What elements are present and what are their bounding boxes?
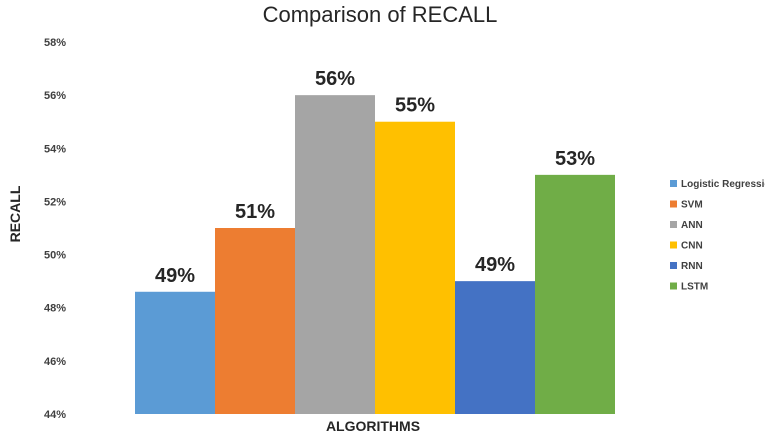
- legend-swatch: [670, 262, 677, 269]
- bar: [295, 95, 375, 415]
- chart-title: Comparison of RECALL: [263, 2, 498, 27]
- bar-data-label: 49%: [155, 265, 195, 287]
- bar: [455, 281, 535, 414]
- bar: [375, 121, 455, 414]
- bars: [135, 95, 615, 415]
- y-axis-ticks: 44% 46% 48% 50% 52% 54% 56% 58%: [44, 37, 66, 421]
- x-axis-title: ALGORITHMS: [326, 418, 420, 434]
- bar-data-label: 49%: [475, 254, 515, 276]
- legend-label: Logistic Regression: [681, 179, 765, 190]
- bar: [215, 228, 295, 414]
- y-tick-label: 44%: [44, 409, 66, 421]
- y-tick-label: 50%: [44, 250, 66, 262]
- y-tick-label: 58%: [44, 37, 66, 49]
- legend-label: LSTM: [681, 282, 708, 293]
- legend-swatch: [670, 200, 677, 208]
- legend-label: SVM: [681, 200, 703, 211]
- bar: [535, 174, 615, 414]
- bar-data-label: 56%: [315, 68, 355, 90]
- legend-label: ANN: [681, 220, 703, 231]
- legend: Logistic Regression SVM ANN CNN RNN LSTM: [670, 179, 765, 293]
- bar-data-label: 53%: [555, 148, 595, 170]
- legend-swatch: [670, 221, 677, 228]
- data-labels: 49% 51% 56% 55% 49% 53%: [155, 68, 595, 287]
- legend-swatch: [670, 282, 677, 290]
- legend-label: RNN: [681, 261, 703, 272]
- y-tick-label: 52%: [44, 196, 66, 208]
- y-tick-label: 46%: [44, 356, 66, 368]
- legend-swatch: [670, 241, 677, 249]
- legend-swatch: [670, 180, 677, 187]
- y-axis-title: RECALL: [7, 185, 23, 242]
- bar-data-label: 55%: [395, 95, 435, 117]
- y-tick-label: 54%: [44, 143, 66, 155]
- y-tick-label: 48%: [44, 303, 66, 315]
- legend-label: CNN: [681, 241, 703, 252]
- bar: [135, 291, 215, 414]
- y-tick-label: 56%: [44, 90, 66, 102]
- bar-data-label: 51%: [235, 201, 275, 223]
